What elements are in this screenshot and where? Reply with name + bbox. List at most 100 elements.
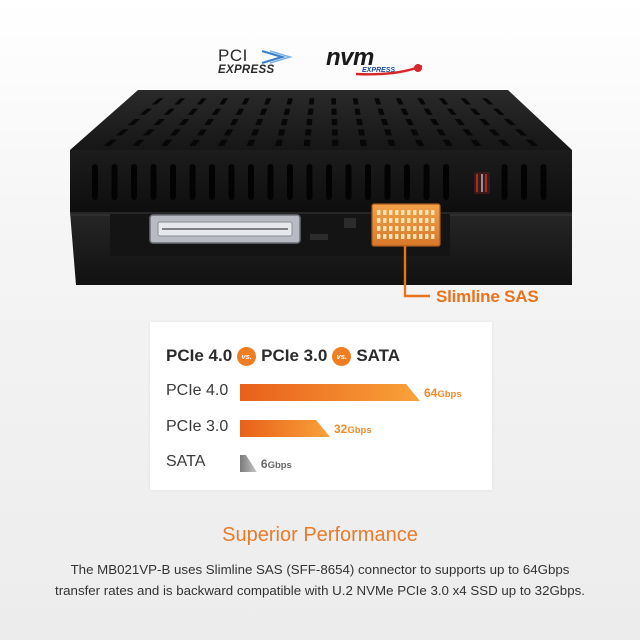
top-vent-slot xyxy=(142,129,155,136)
top-vent-slot xyxy=(196,98,207,105)
top-vent-slot xyxy=(189,139,200,146)
sas-pin xyxy=(395,234,399,239)
top-vent-slot xyxy=(303,139,311,146)
front-vent-slot xyxy=(306,164,313,200)
nvm-swoosh-icon xyxy=(355,64,423,76)
description-line-1: The MB021VP-B uses Slimline SAS (SFF-865… xyxy=(70,562,570,577)
top-vent-slot xyxy=(380,118,389,126)
row-label: PCIe 4.0 xyxy=(166,382,229,399)
top-vent-slot xyxy=(277,129,286,136)
top-vent-slot xyxy=(525,139,539,146)
top-vent-slot xyxy=(405,118,414,126)
top-vent-slot xyxy=(479,118,491,126)
top-vent-slot xyxy=(219,98,229,105)
sas-pin xyxy=(401,226,405,231)
nvm-logo-subtext: EXPRESS xyxy=(362,67,396,74)
top-vents xyxy=(103,98,539,146)
title-pcie3: PCIe 3.0 xyxy=(261,346,328,365)
speed-unit: Gbps xyxy=(347,425,372,436)
top-vent-slot xyxy=(275,139,283,146)
sas-pin xyxy=(389,210,393,215)
sas-pin xyxy=(425,226,429,231)
top-vent-slot xyxy=(160,139,173,146)
top-vent-slot xyxy=(139,108,152,115)
sas-pin xyxy=(425,234,429,239)
top-vent-slot xyxy=(132,139,145,146)
top-vent-slot xyxy=(306,118,313,126)
title-pcie4: PCIe 4.0 xyxy=(166,346,233,365)
row-label: SATA xyxy=(166,453,206,470)
front-vent-slot xyxy=(111,164,118,200)
top-vent-slot xyxy=(331,118,338,126)
front-vent-slot xyxy=(443,164,449,200)
speed-number: 64 xyxy=(424,386,438,400)
vs-badge: vs. xyxy=(237,346,257,366)
slimline-sas-connector xyxy=(371,203,441,247)
nvm-express-logo: nvm EXPRESS xyxy=(326,44,426,80)
front-vent-slot xyxy=(326,164,332,200)
top-vent-slot xyxy=(460,98,471,105)
sas-pin xyxy=(407,210,411,215)
sas-pin xyxy=(401,234,405,239)
front-vent-slot xyxy=(521,164,527,200)
sas-pin xyxy=(389,226,393,231)
top-vent-slot xyxy=(196,129,208,136)
front-vent-slot xyxy=(423,164,430,200)
sas-pin xyxy=(413,210,417,215)
description-line-2: transfer rates and is backward compatibl… xyxy=(55,583,585,598)
sas-pin xyxy=(389,218,393,223)
sas-pin xyxy=(425,210,429,215)
top-vent-slot xyxy=(178,118,190,126)
top-vent-slot xyxy=(174,98,186,105)
front-vent-slot xyxy=(384,164,391,200)
top-vent-slot xyxy=(429,118,440,126)
comparison-title: PCIe 4.0 vs. PCIe 3.0 vs. SATA xyxy=(166,344,400,368)
top-vent-slot xyxy=(442,139,453,146)
front-vent-slot xyxy=(404,164,410,200)
top-vent-slot xyxy=(357,129,365,136)
sas-pin xyxy=(419,218,423,223)
sas-pin xyxy=(377,226,381,231)
top-vent-slot xyxy=(217,139,228,146)
top-vent-slot xyxy=(492,108,505,115)
top-vent-slot xyxy=(438,98,449,105)
sas-pin xyxy=(377,234,381,239)
top-vent-slot xyxy=(395,98,404,105)
top-vent-slot xyxy=(503,118,516,126)
top-vent-slot xyxy=(235,108,245,115)
top-vent-slot xyxy=(387,139,396,146)
headline: Superior Performance xyxy=(222,524,418,546)
pcie-logo-text: PCI xyxy=(218,46,248,65)
vs-badge: vs. xyxy=(332,346,352,366)
sas-pin xyxy=(395,210,399,215)
device-lower-bay xyxy=(70,203,572,285)
top-vent-slot xyxy=(374,98,382,105)
sas-pin xyxy=(407,218,411,223)
front-vent-slot xyxy=(228,164,235,200)
speed-number: 32 xyxy=(334,422,348,436)
speed-unit: Gbps xyxy=(437,389,462,400)
sas-pin xyxy=(383,218,387,223)
front-vent-slot xyxy=(92,164,98,200)
top-vent-slot xyxy=(410,129,420,136)
sas-pin xyxy=(407,234,411,239)
front-vent-slot xyxy=(267,164,274,200)
mobile-rack-device xyxy=(70,90,572,298)
top-vent-slot xyxy=(400,108,409,115)
sata-connector xyxy=(149,214,301,244)
sas-pin xyxy=(401,218,405,223)
top-vent-slot xyxy=(264,98,272,105)
front-vent-slot xyxy=(365,164,371,200)
top-vent-slot xyxy=(286,98,293,105)
front-vent-slot xyxy=(150,164,157,200)
sas-pin xyxy=(389,234,393,239)
top-vent-slot xyxy=(384,129,392,136)
title-sata: SATA xyxy=(356,346,401,365)
top-vent-slot xyxy=(229,118,239,126)
speed-value: 6Gbps xyxy=(261,457,292,471)
top-vent-slot xyxy=(331,129,338,136)
nvm-logo-text: nvm xyxy=(326,44,374,71)
sas-pin xyxy=(383,234,387,239)
sas-pin xyxy=(419,234,423,239)
top-vent-slot xyxy=(454,118,465,126)
